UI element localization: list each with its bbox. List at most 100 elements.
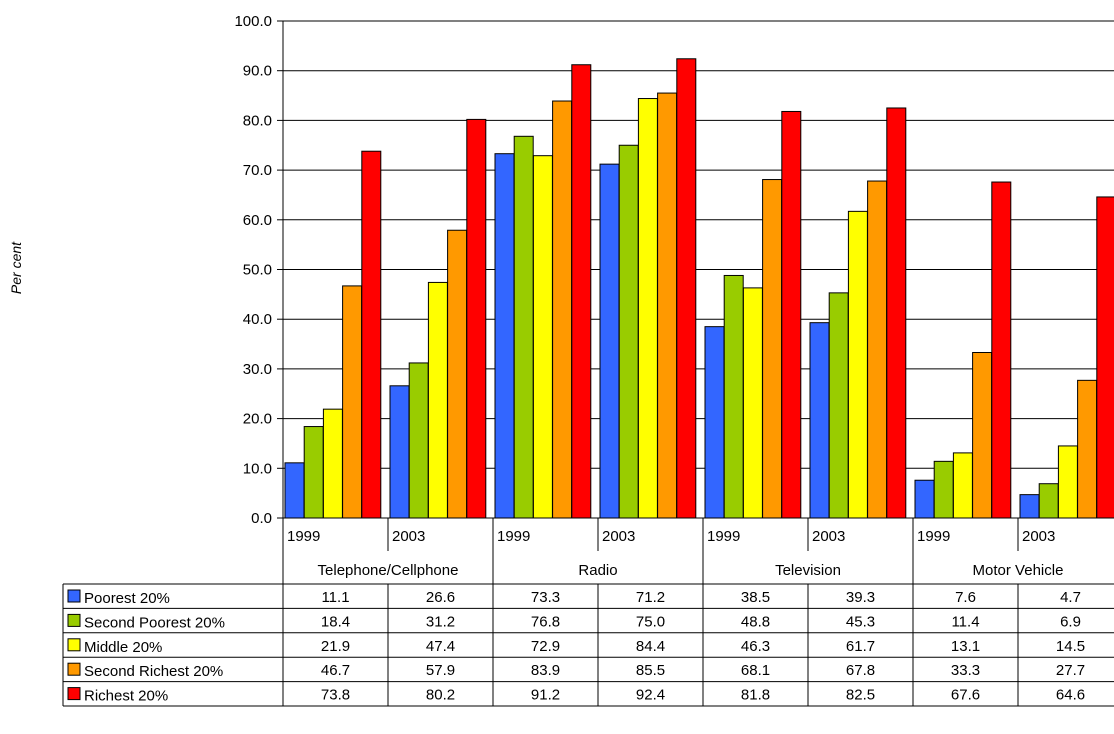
bar-2-7 [933, 460, 954, 519]
legend-key [67, 662, 81, 676]
x-tick-label: 1999 [707, 528, 740, 545]
bar-3-2 [427, 281, 448, 519]
x-tick-label: 1999 [287, 528, 320, 545]
bar-4-8 [1077, 379, 1098, 519]
bar-5-5 [781, 110, 802, 519]
bar-3-6 [847, 210, 868, 519]
legend-label: Middle 20% [84, 639, 162, 656]
y-tick-label: 0.0 [251, 510, 272, 527]
data-table-value: 71.2 [636, 589, 665, 606]
y-tick-label: 10.0 [243, 460, 272, 477]
bar-2-4 [618, 144, 639, 519]
data-table-value: 38.5 [741, 589, 770, 606]
data-table-value: 82.5 [846, 687, 875, 704]
data-table-value: 26.6 [426, 589, 455, 606]
data-table-value: 47.4 [426, 638, 455, 655]
data-table-value: 48.8 [741, 613, 770, 630]
bar-1-4 [599, 163, 620, 519]
bar-5-2 [466, 118, 487, 519]
bar-1-8 [1019, 494, 1040, 519]
bar-3-4 [637, 98, 658, 519]
bar-1-2 [389, 385, 410, 519]
bar-1-5 [704, 326, 725, 519]
y-tick-label: 100.0 [234, 13, 272, 30]
y-tick-label: 20.0 [243, 411, 272, 428]
data-table-value: 13.1 [951, 638, 980, 655]
bar-1-7 [914, 479, 935, 519]
bar-2-2 [408, 362, 429, 519]
x-tick-label: 2003 [602, 528, 635, 545]
legend-label: Richest 20% [84, 688, 168, 705]
legend-key [67, 589, 81, 603]
y-tick-label: 40.0 [243, 311, 272, 328]
data-table-value: 11.4 [951, 613, 979, 630]
group-label: Telephone/Cellphone [318, 562, 459, 579]
bar-4-4 [657, 92, 678, 519]
bar-5-4 [676, 58, 697, 519]
bar-5-8 [1096, 196, 1114, 519]
bar-4-5 [762, 179, 783, 519]
data-table-value: 21.9 [321, 638, 350, 655]
data-table-value: 73.3 [531, 589, 560, 606]
bar-4-6 [867, 180, 888, 519]
bar-2-3 [513, 135, 534, 519]
bar-4-2 [447, 229, 468, 519]
data-table-value: 91.2 [531, 687, 560, 704]
bar-5-3 [571, 64, 592, 519]
data-table-value: 57.9 [426, 662, 455, 679]
bar-3-1 [322, 408, 343, 519]
y-tick-label: 70.0 [243, 162, 272, 179]
data-table-value: 67.8 [846, 662, 875, 679]
data-table-value: 61.7 [846, 638, 875, 655]
data-table-value: 14.5 [1056, 638, 1085, 655]
y-axis-title: Per cent [8, 241, 24, 294]
bar-4-7 [972, 351, 993, 519]
y-tick-label: 80.0 [243, 112, 272, 129]
group-label: Television [775, 562, 841, 579]
data-table-value: 80.2 [426, 687, 455, 704]
x-tick-label: 2003 [392, 528, 425, 545]
data-table-value: 72.9 [531, 638, 560, 655]
data-table-value: 73.8 [321, 687, 350, 704]
data-table-value: 39.3 [846, 589, 875, 606]
bar-3-3 [532, 155, 553, 519]
bar-4-1 [342, 285, 363, 519]
legend-key [67, 613, 81, 627]
bar-2-5 [723, 274, 744, 519]
data-table-value: 85.5 [636, 662, 665, 679]
legend-label: Second Poorest 20% [84, 614, 225, 631]
legend-label: Poorest 20% [84, 590, 170, 607]
bar-3-8 [1057, 445, 1078, 519]
data-table-value: 83.9 [531, 662, 560, 679]
data-table-value: 18.4 [321, 613, 350, 630]
bar-3-5 [742, 287, 763, 519]
bar-1-6 [809, 322, 830, 519]
group-label: Motor Vehicle [973, 562, 1064, 579]
bar-1-1 [284, 462, 305, 519]
bar-4-3 [552, 100, 573, 519]
data-table-value: 64.6 [1056, 687, 1085, 704]
x-tick-label: 1999 [497, 528, 530, 545]
x-tick-label: 2003 [812, 528, 845, 545]
y-tick-label: 50.0 [243, 262, 272, 279]
y-tick-label: 90.0 [243, 63, 272, 80]
data-table-value: 11.1 [321, 589, 349, 606]
data-table-value: 76.8 [531, 613, 560, 630]
data-table-value: 7.6 [955, 589, 976, 606]
legend-key [67, 687, 81, 701]
legend-key [67, 638, 81, 652]
data-table-value: 46.3 [741, 638, 770, 655]
group-label: Radio [578, 562, 617, 579]
data-table-value: 31.2 [426, 613, 455, 630]
data-table-value: 92.4 [636, 687, 665, 704]
bar-3-7 [952, 452, 973, 519]
data-table-value: 81.8 [741, 687, 770, 704]
legend-label: Second Richest 20% [84, 663, 223, 680]
data-table-value: 75.0 [636, 613, 665, 630]
bar-1-3 [494, 153, 515, 519]
data-table-value: 46.7 [321, 662, 350, 679]
bar-2-1 [303, 426, 324, 519]
x-tick-label: 1999 [917, 528, 950, 545]
data-table-value: 6.9 [1060, 613, 1081, 630]
y-tick-label: 60.0 [243, 212, 272, 229]
